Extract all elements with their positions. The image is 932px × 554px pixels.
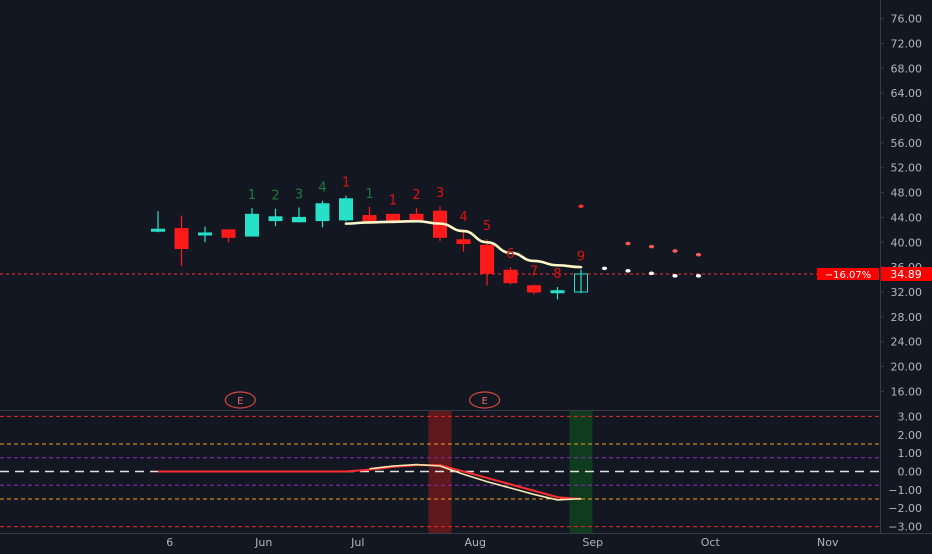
candle-body — [409, 213, 424, 221]
price-axis-label: 52.00 — [891, 162, 923, 175]
candle-body — [362, 215, 377, 222]
candle-body — [386, 213, 400, 222]
td-count-label: 7 — [530, 265, 538, 280]
candle-body — [527, 285, 541, 293]
td-count-label: 3 — [436, 186, 444, 201]
projection-dot — [672, 274, 678, 278]
time-axis-label: 6 — [166, 536, 173, 549]
price-axis-label: 44.00 — [891, 211, 923, 224]
oscillator-signal-line — [369, 463, 582, 501]
oscillator-axis-label: 3.00 — [898, 410, 923, 423]
candle-body — [198, 232, 212, 236]
candle-body — [456, 239, 471, 245]
moving-average-line — [344, 219, 583, 269]
price-axis-label: 72.00 — [891, 37, 923, 50]
td-count-label: 2 — [271, 189, 279, 204]
signal-highlight-bar — [569, 411, 593, 533]
candle-body — [292, 216, 306, 223]
earnings-marker[interactable]: E — [469, 391, 501, 409]
time-axis-label: Aug — [465, 536, 486, 549]
time-axis-label: Nov — [817, 536, 839, 549]
td-count-label: 2 — [412, 188, 420, 203]
last-price-badge — [881, 267, 932, 282]
price-axis-label: 28.00 — [891, 311, 923, 324]
price-axis-label: 20.00 — [891, 361, 923, 374]
td-count-label: 4 — [318, 181, 326, 196]
candle-body — [315, 203, 330, 222]
price-axis-label: 60.00 — [891, 112, 923, 125]
projection-dot — [695, 252, 702, 257]
price-axis-label: 76.00 — [891, 13, 923, 26]
candle-body — [339, 198, 353, 221]
earnings-marker-label: E — [237, 396, 243, 407]
td-count-label: 8 — [553, 267, 561, 282]
candle-body — [174, 228, 189, 249]
candle-body — [268, 216, 283, 222]
change-percent-badge — [817, 268, 879, 281]
candle-body — [480, 244, 494, 274]
candle-body — [151, 228, 165, 232]
td-count-label: 3 — [295, 187, 303, 202]
projection-dot — [601, 266, 608, 271]
oscillator-line — [158, 464, 582, 501]
projection-dot — [625, 269, 631, 273]
oscillator-axis-label: −2.00 — [888, 502, 922, 515]
td-count-label: 4 — [459, 210, 467, 225]
td-count-label: 1 — [248, 188, 256, 203]
candle-body — [221, 229, 236, 238]
earnings-marker-badge — [224, 391, 256, 409]
earnings-marker-label: E — [481, 396, 487, 407]
candle-body — [245, 213, 259, 237]
td-count-label: 1 — [389, 194, 397, 209]
oscillator-axis-label: −1.00 — [888, 484, 922, 497]
time-axis-label: Oct — [701, 536, 721, 549]
candle-body — [574, 273, 588, 293]
change-percent-label: −16.07% — [825, 270, 872, 281]
price-axis-label: 68.00 — [891, 62, 923, 75]
td-count-label: 9 — [577, 250, 585, 265]
oscillator-axis-label: 2.00 — [898, 429, 923, 442]
td-count-label: 1 — [365, 187, 373, 202]
price-axis-label: 16.00 — [891, 385, 923, 398]
candle-body — [550, 290, 565, 294]
price-axis-label: 48.00 — [891, 187, 923, 200]
projection-dot — [695, 274, 702, 278]
td-count-label: 5 — [483, 219, 491, 234]
td-count-label: 6 — [506, 247, 514, 262]
oscillator-axis-label: −3.00 — [888, 521, 922, 534]
price-axis-label: 40.00 — [891, 236, 923, 249]
projection-dot — [625, 241, 631, 246]
projection-dot — [648, 244, 655, 249]
candle-body — [503, 269, 518, 284]
oscillator-axis-label: 0.00 — [898, 466, 923, 479]
time-axis-label: Sep — [582, 536, 603, 549]
td-count-label: 1 — [342, 176, 350, 191]
earnings-marker[interactable]: E — [224, 391, 256, 409]
time-axis-label: Jul — [350, 536, 364, 549]
price-axis-label: 32.00 — [891, 286, 923, 299]
price-axis-label: 64.00 — [891, 87, 923, 100]
price-axis-label: 24.00 — [891, 336, 923, 349]
price-axis-label: 56.00 — [891, 137, 923, 150]
projection-dot — [578, 204, 584, 209]
time-axis-label: Jun — [254, 536, 272, 549]
oscillator-axis-label: 1.00 — [898, 447, 923, 460]
last-price-label: 34.89 — [890, 268, 922, 281]
projection-dot — [672, 249, 678, 253]
projection-dot — [648, 271, 655, 276]
earnings-marker-badge — [469, 391, 501, 409]
